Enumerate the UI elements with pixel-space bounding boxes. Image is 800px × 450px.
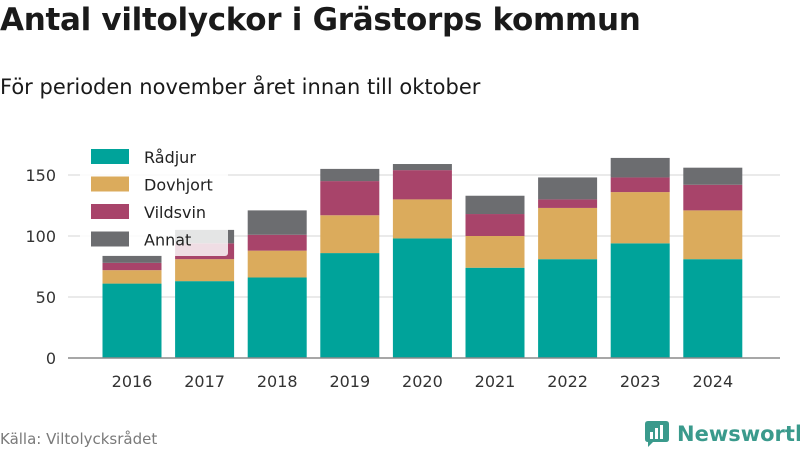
bar-segment <box>102 262 162 271</box>
bar-segment <box>465 236 525 268</box>
bar-segment <box>320 253 380 358</box>
bar-segment <box>320 181 380 216</box>
bar-segment <box>610 243 670 358</box>
legend-label: Rådjur <box>144 148 196 167</box>
brand-name: Newsworthy <box>677 422 800 446</box>
bar-segment <box>465 195 525 215</box>
bar-segment <box>392 199 452 239</box>
legend-label: Vildsvin <box>144 203 206 222</box>
bar-segment <box>538 199 598 208</box>
brand[interactable]: Newsworthy <box>645 421 800 447</box>
axes: 0 50 100 150 2016 2017 2018 2019 2020 2021 2022 202… <box>25 166 780 391</box>
chart-subtitle: För perioden november året innan till ok… <box>0 75 481 99</box>
bar-segment <box>247 234 307 251</box>
bar-segment <box>683 210 743 260</box>
x-tick-label: 2018 <box>257 372 298 391</box>
bar-segment <box>392 170 452 200</box>
y-tick-label: 150 <box>25 166 56 185</box>
bar-segment <box>175 259 235 282</box>
bar-segment <box>247 250 307 278</box>
bar-segment <box>320 215 380 254</box>
bar-segment <box>392 238 452 358</box>
x-tick-label: 2019 <box>329 372 370 391</box>
x-tick-label: 2016 <box>112 372 153 391</box>
source-note: Källa: Viltolycksrådet <box>0 430 158 448</box>
bar-segment <box>102 255 162 263</box>
legend-swatch <box>91 204 129 219</box>
x-tick-label: 2023 <box>620 372 661 391</box>
x-tick-label: 2021 <box>475 372 516 391</box>
x-tick-label: 2020 <box>402 372 443 391</box>
legend-swatch <box>91 231 129 247</box>
bar-segment <box>538 207 598 260</box>
legend-box <box>80 142 228 256</box>
bar-segment <box>538 177 598 200</box>
bar-segment <box>392 164 452 171</box>
bar-segment <box>247 277 307 358</box>
legend-label: Annat <box>144 231 191 250</box>
bar-segment <box>538 259 598 358</box>
x-tick-label: 2024 <box>692 372 733 391</box>
bar-segment <box>465 214 525 236</box>
legend: Rådjur Dovhjort Vildsvin Annat <box>80 142 228 256</box>
bar-segment <box>683 184 743 211</box>
bar-segment <box>102 270 162 284</box>
bar-segment <box>683 167 743 185</box>
bar-segment <box>247 210 307 235</box>
bar-segment <box>610 177 670 193</box>
bar-segment <box>683 259 743 358</box>
x-tick-label: 2017 <box>184 372 225 391</box>
bar-segment <box>610 157 670 178</box>
bar-segment <box>102 283 162 358</box>
bar-segment <box>320 168 380 182</box>
bar-segment <box>465 267 525 358</box>
bar-segment <box>610 192 670 244</box>
legend-swatch <box>91 149 129 164</box>
chart-title: Antal viltolyckor i Grästorps kommun <box>0 2 641 38</box>
y-tick-label: 0 <box>46 349 56 368</box>
bars <box>102 157 743 358</box>
legend-label: Dovhjort <box>144 176 213 195</box>
legend-swatch <box>91 176 129 192</box>
y-tick-label: 100 <box>25 227 56 246</box>
newsworthy-logo-icon <box>645 421 669 447</box>
y-tick-label: 50 <box>36 288 56 307</box>
x-tick-label: 2022 <box>547 372 588 391</box>
bar-segment <box>175 281 235 358</box>
